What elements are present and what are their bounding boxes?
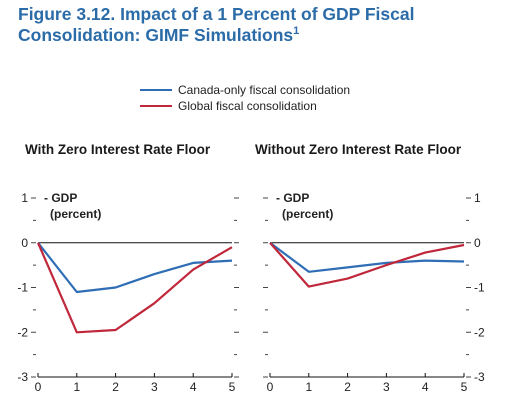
panel-title-right: Without Zero Interest Rate Floor <box>255 142 462 157</box>
y-tick-label-left: -1 <box>17 281 28 295</box>
x-tick-label-left: 0 <box>35 380 42 394</box>
figure-title-footnote: 1 <box>293 25 300 38</box>
x-tick-label-left: 2 <box>112 380 119 394</box>
x-tick-label-right: 1 <box>305 380 312 394</box>
x-tick-label-right: 2 <box>344 380 351 394</box>
series-line-global-right <box>269 242 465 288</box>
series-line-canada-right <box>269 241 465 273</box>
y-tick-label-right: -1 <box>474 281 485 295</box>
series-line-global-left <box>36 242 233 334</box>
y-tick-label-right: 1 <box>474 191 481 205</box>
figure-title-line2-wrap: Consolidation: GIMF Simulations1 <box>18 25 498 46</box>
x-tick-label-right: 4 <box>422 380 429 394</box>
panel-title-left: With Zero Interest Rate Floor <box>25 142 211 157</box>
figure-title-line2: Consolidation: GIMF Simulations <box>18 25 294 45</box>
figure-title-line1: Figure 3.12. Impact of a 1 Percent of GD… <box>18 4 415 24</box>
x-tick-label-left: 1 <box>73 380 80 394</box>
x-tick-label-right: 5 <box>461 380 468 394</box>
x-tick-label-left: 5 <box>229 380 236 394</box>
x-tick-label-left: 4 <box>190 380 197 394</box>
x-tick-label-right: 3 <box>383 380 390 394</box>
legend-item-canada: Canada-only fiscal consolidation <box>140 82 350 98</box>
x-tick-label-right: 0 <box>267 380 274 394</box>
x-tick-label-left: 3 <box>151 380 158 394</box>
legend-swatch-global <box>140 105 172 107</box>
y-axis-label-right: - GDP <box>276 191 309 205</box>
y-tick-label-right: 0 <box>474 236 481 250</box>
legend-item-global: Global fiscal consolidation <box>140 98 350 114</box>
chart-legend: Canada-only fiscal consolidation Global … <box>140 82 350 114</box>
legend-swatch-canada <box>140 89 172 91</box>
y-axis-label-left: - GDP <box>44 191 77 205</box>
legend-label-global: Global fiscal consolidation <box>178 99 317 113</box>
y-tick-label-left: 1 <box>21 191 28 205</box>
y-tick-label-left: -3 <box>17 370 28 384</box>
series-line-canada-left <box>37 242 233 294</box>
y-tick-label-left: 0 <box>21 236 28 250</box>
legend-label-canada: Canada-only fiscal consolidation <box>178 83 351 97</box>
y-axis-unit-right: (percent) <box>282 207 333 221</box>
y-tick-label-right: -2 <box>474 325 485 339</box>
y-tick-label-right: -3 <box>474 370 485 384</box>
figure-title: Figure 3.12. Impact of a 1 Percent of GD… <box>18 4 498 46</box>
y-tick-label-left: -2 <box>17 325 28 339</box>
y-axis-unit-left: (percent) <box>50 207 101 221</box>
